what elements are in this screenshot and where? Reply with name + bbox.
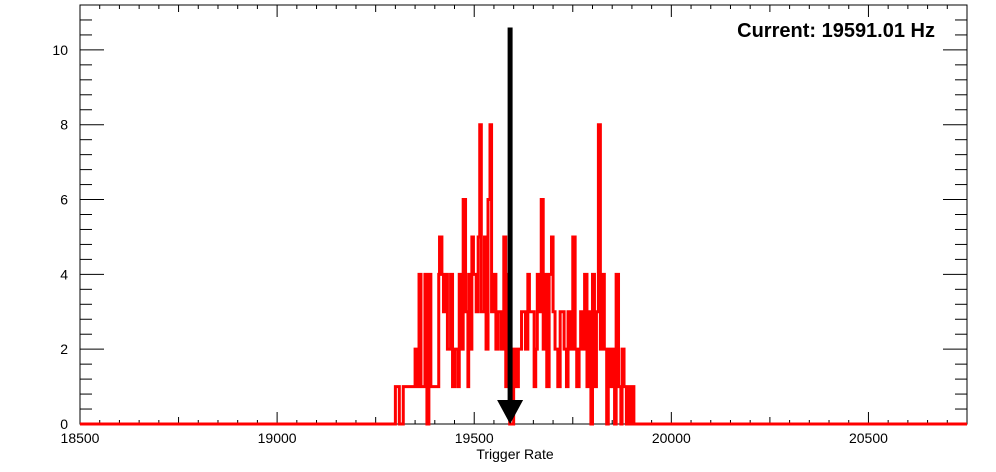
y-axis-ticks — [80, 19, 967, 425]
x-tick-label: 19500 — [455, 430, 494, 446]
y-tick-label: 4 — [60, 266, 68, 282]
y-tick-label: 8 — [60, 117, 68, 133]
x-tick-label: 18500 — [61, 430, 100, 446]
current-rate-annotation: Current: 19591.01 Hz — [737, 20, 935, 42]
x-tick-label: 20500 — [849, 430, 888, 446]
y-tick-label: 2 — [60, 341, 68, 357]
plot-frame — [79, 4, 968, 425]
y-tick-label: 0 — [60, 416, 68, 432]
y-axis-tick-labels: 0 2 4 6 8 10 — [52, 42, 68, 432]
x-axis-tick-labels: 18500 19000 19500 20000 20500 — [61, 430, 889, 446]
current-rate-marker — [497, 27, 524, 424]
y-tick-label: 6 — [60, 192, 68, 208]
x-tick-label: 20000 — [652, 430, 691, 446]
x-tick-label: 19000 — [258, 430, 297, 446]
histogram-line — [80, 123, 967, 426]
y-tick-label: 10 — [52, 42, 68, 58]
histogram-series — [80, 123, 967, 426]
x-axis-title: Trigger Rate — [476, 446, 554, 462]
marker-arrow-head — [497, 400, 524, 424]
x-axis-ticks — [79, 5, 968, 424]
